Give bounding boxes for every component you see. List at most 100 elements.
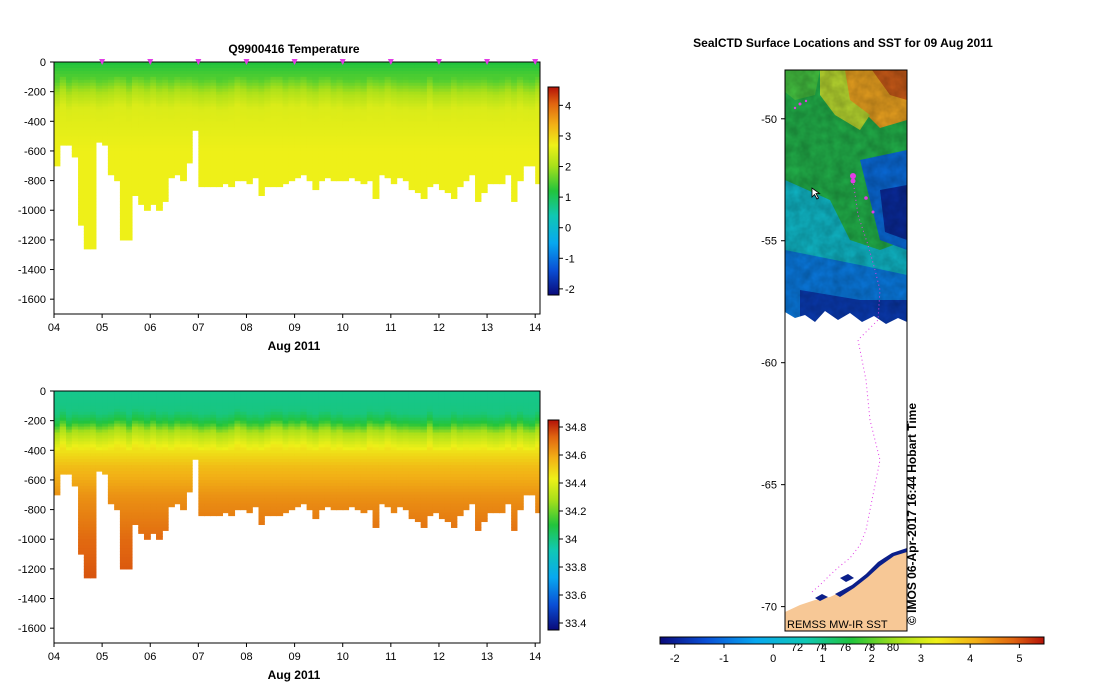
heat-cell <box>414 91 422 96</box>
heat-cell <box>126 192 133 197</box>
heat-cell <box>216 142 224 146</box>
heat-cell <box>504 85 512 90</box>
temperature-title: Q9900416 Temperature <box>228 42 360 56</box>
heat-cell <box>174 150 181 155</box>
heat-cell <box>143 465 151 469</box>
heat-cell <box>487 127 494 131</box>
heat-cell <box>131 459 139 463</box>
heat-cell <box>102 471 109 475</box>
heat-cell <box>156 438 163 442</box>
heat-cell <box>107 491 115 496</box>
heat-cell <box>499 127 506 131</box>
heat-cell <box>438 159 446 164</box>
heat-cell <box>83 242 91 247</box>
heat-cell <box>216 485 224 490</box>
heat-cell <box>523 133 530 137</box>
heat-cell <box>78 216 85 220</box>
heat-cell <box>222 124 229 128</box>
heat-cell <box>162 127 169 131</box>
heat-cell <box>162 156 169 161</box>
heat-cell <box>463 139 470 143</box>
heat-cell <box>138 91 145 96</box>
heat-cell <box>318 147 326 152</box>
heat-cell <box>143 500 151 505</box>
heat-cell <box>222 159 229 164</box>
heat-cell <box>492 82 500 87</box>
heat-cell <box>463 124 470 128</box>
heat-cell <box>288 150 296 155</box>
heat-cell <box>59 399 67 404</box>
heat-cell <box>487 62 494 66</box>
heat-cell <box>414 153 422 158</box>
heat-cell <box>511 145 518 149</box>
heat-cell <box>204 447 211 451</box>
heat-cell <box>372 156 380 161</box>
heat-cell <box>234 142 241 146</box>
heat-cell <box>420 171 428 176</box>
heat-cell <box>276 130 284 134</box>
heat-cell <box>535 97 540 102</box>
heat-cell <box>499 156 506 161</box>
heat-cell <box>234 402 241 407</box>
heat-cell <box>475 168 482 173</box>
heat-cell <box>414 168 422 173</box>
heat-cell <box>150 85 157 90</box>
heat-cell <box>487 136 494 140</box>
heat-cell <box>438 162 446 167</box>
heat-cell <box>126 441 133 445</box>
heat-cell <box>150 73 157 78</box>
heat-cell <box>246 136 253 140</box>
heat-cell <box>168 500 175 505</box>
heat-cell <box>168 429 175 434</box>
heat-cell <box>504 145 512 149</box>
heat-cell <box>131 79 139 84</box>
heat-cell <box>252 94 260 99</box>
heat-cell <box>396 165 404 170</box>
heat-cell <box>138 124 145 128</box>
heat-cell <box>216 73 224 78</box>
heat-cell <box>252 136 260 140</box>
heat-cell <box>95 112 103 116</box>
heat-cell <box>78 88 85 93</box>
heat-cell <box>432 94 440 99</box>
heat-cell <box>384 156 392 161</box>
heat-cell <box>174 127 181 131</box>
heat-cell <box>143 165 151 170</box>
heat-cell <box>450 168 458 173</box>
heat-cell <box>240 159 248 164</box>
heat-cell <box>228 438 236 442</box>
heat-cell <box>492 97 500 102</box>
heat-cell <box>119 88 127 93</box>
heat-cell <box>366 147 374 152</box>
heat-cell <box>119 453 127 457</box>
heat-cell <box>131 435 139 440</box>
heat-cell <box>294 112 301 116</box>
heat-cell <box>270 136 277 140</box>
heat-cell <box>306 127 313 131</box>
heat-cell <box>378 156 386 161</box>
heat-cell <box>54 462 61 466</box>
heat-cell <box>306 100 313 105</box>
heat-cell <box>107 112 115 116</box>
heat-cell <box>426 150 434 155</box>
heat-cell <box>480 139 488 143</box>
heat-cell <box>378 171 386 176</box>
heat-cell <box>306 73 313 78</box>
heat-cell <box>222 479 229 484</box>
heat-cell <box>523 121 530 125</box>
heat-cell <box>90 213 97 217</box>
heat-cell <box>456 64 464 69</box>
heat-cell <box>66 97 73 102</box>
heat-cell <box>360 64 368 69</box>
heat-cell <box>516 70 524 75</box>
heat-cell <box>54 142 61 146</box>
heat-cell <box>499 165 506 170</box>
heat-cell <box>95 429 103 434</box>
heat-cell <box>228 453 236 457</box>
heat-cell <box>186 88 193 93</box>
heat-cell <box>528 159 536 164</box>
heat-cell <box>54 121 61 125</box>
heat-cell <box>468 162 476 167</box>
heat-cell <box>143 136 151 140</box>
heat-cell <box>210 121 217 125</box>
